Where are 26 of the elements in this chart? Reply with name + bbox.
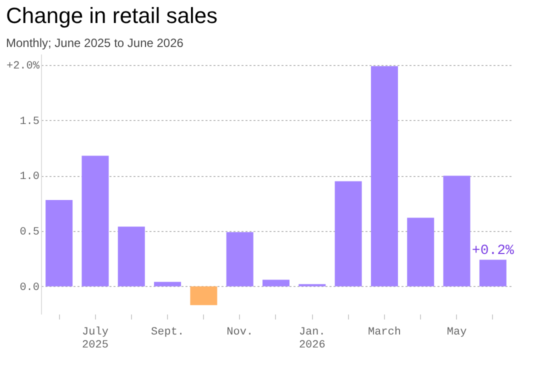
- x-tick-label: Sept.: [151, 326, 184, 338]
- bar: [46, 200, 73, 286]
- x-tick-label: Jan. 2026: [298, 326, 326, 352]
- data-label: +0.2%: [472, 242, 515, 259]
- bar: [190, 286, 218, 306]
- bar: [82, 156, 109, 286]
- y-tick-label: 1.5: [20, 116, 40, 128]
- bar: [118, 226, 145, 286]
- bar: [334, 181, 362, 286]
- y-tick-label: +2.0%: [6, 60, 40, 73]
- x-tick-label: May: [446, 326, 468, 338]
- bar: [154, 282, 182, 286]
- bar: [407, 218, 434, 286]
- y-tick-label: 0.5: [20, 226, 40, 239]
- x-tick-label: July 2025: [82, 326, 109, 352]
- y-tick-label: 0.0: [20, 282, 40, 294]
- bar: [226, 232, 254, 286]
- bar: [370, 66, 398, 286]
- bar: [443, 176, 470, 286]
- x-tick-label: Nov.: [226, 326, 254, 338]
- x-tick-label: March: [368, 326, 401, 338]
- bar: [479, 260, 506, 286]
- chart-subtitle: Monthly; June 2025 to June 2026: [6, 36, 184, 50]
- bar: [262, 280, 290, 286]
- y-tick-label: 1.0: [20, 171, 40, 184]
- chart-title: Change in retail sales: [6, 3, 218, 28]
